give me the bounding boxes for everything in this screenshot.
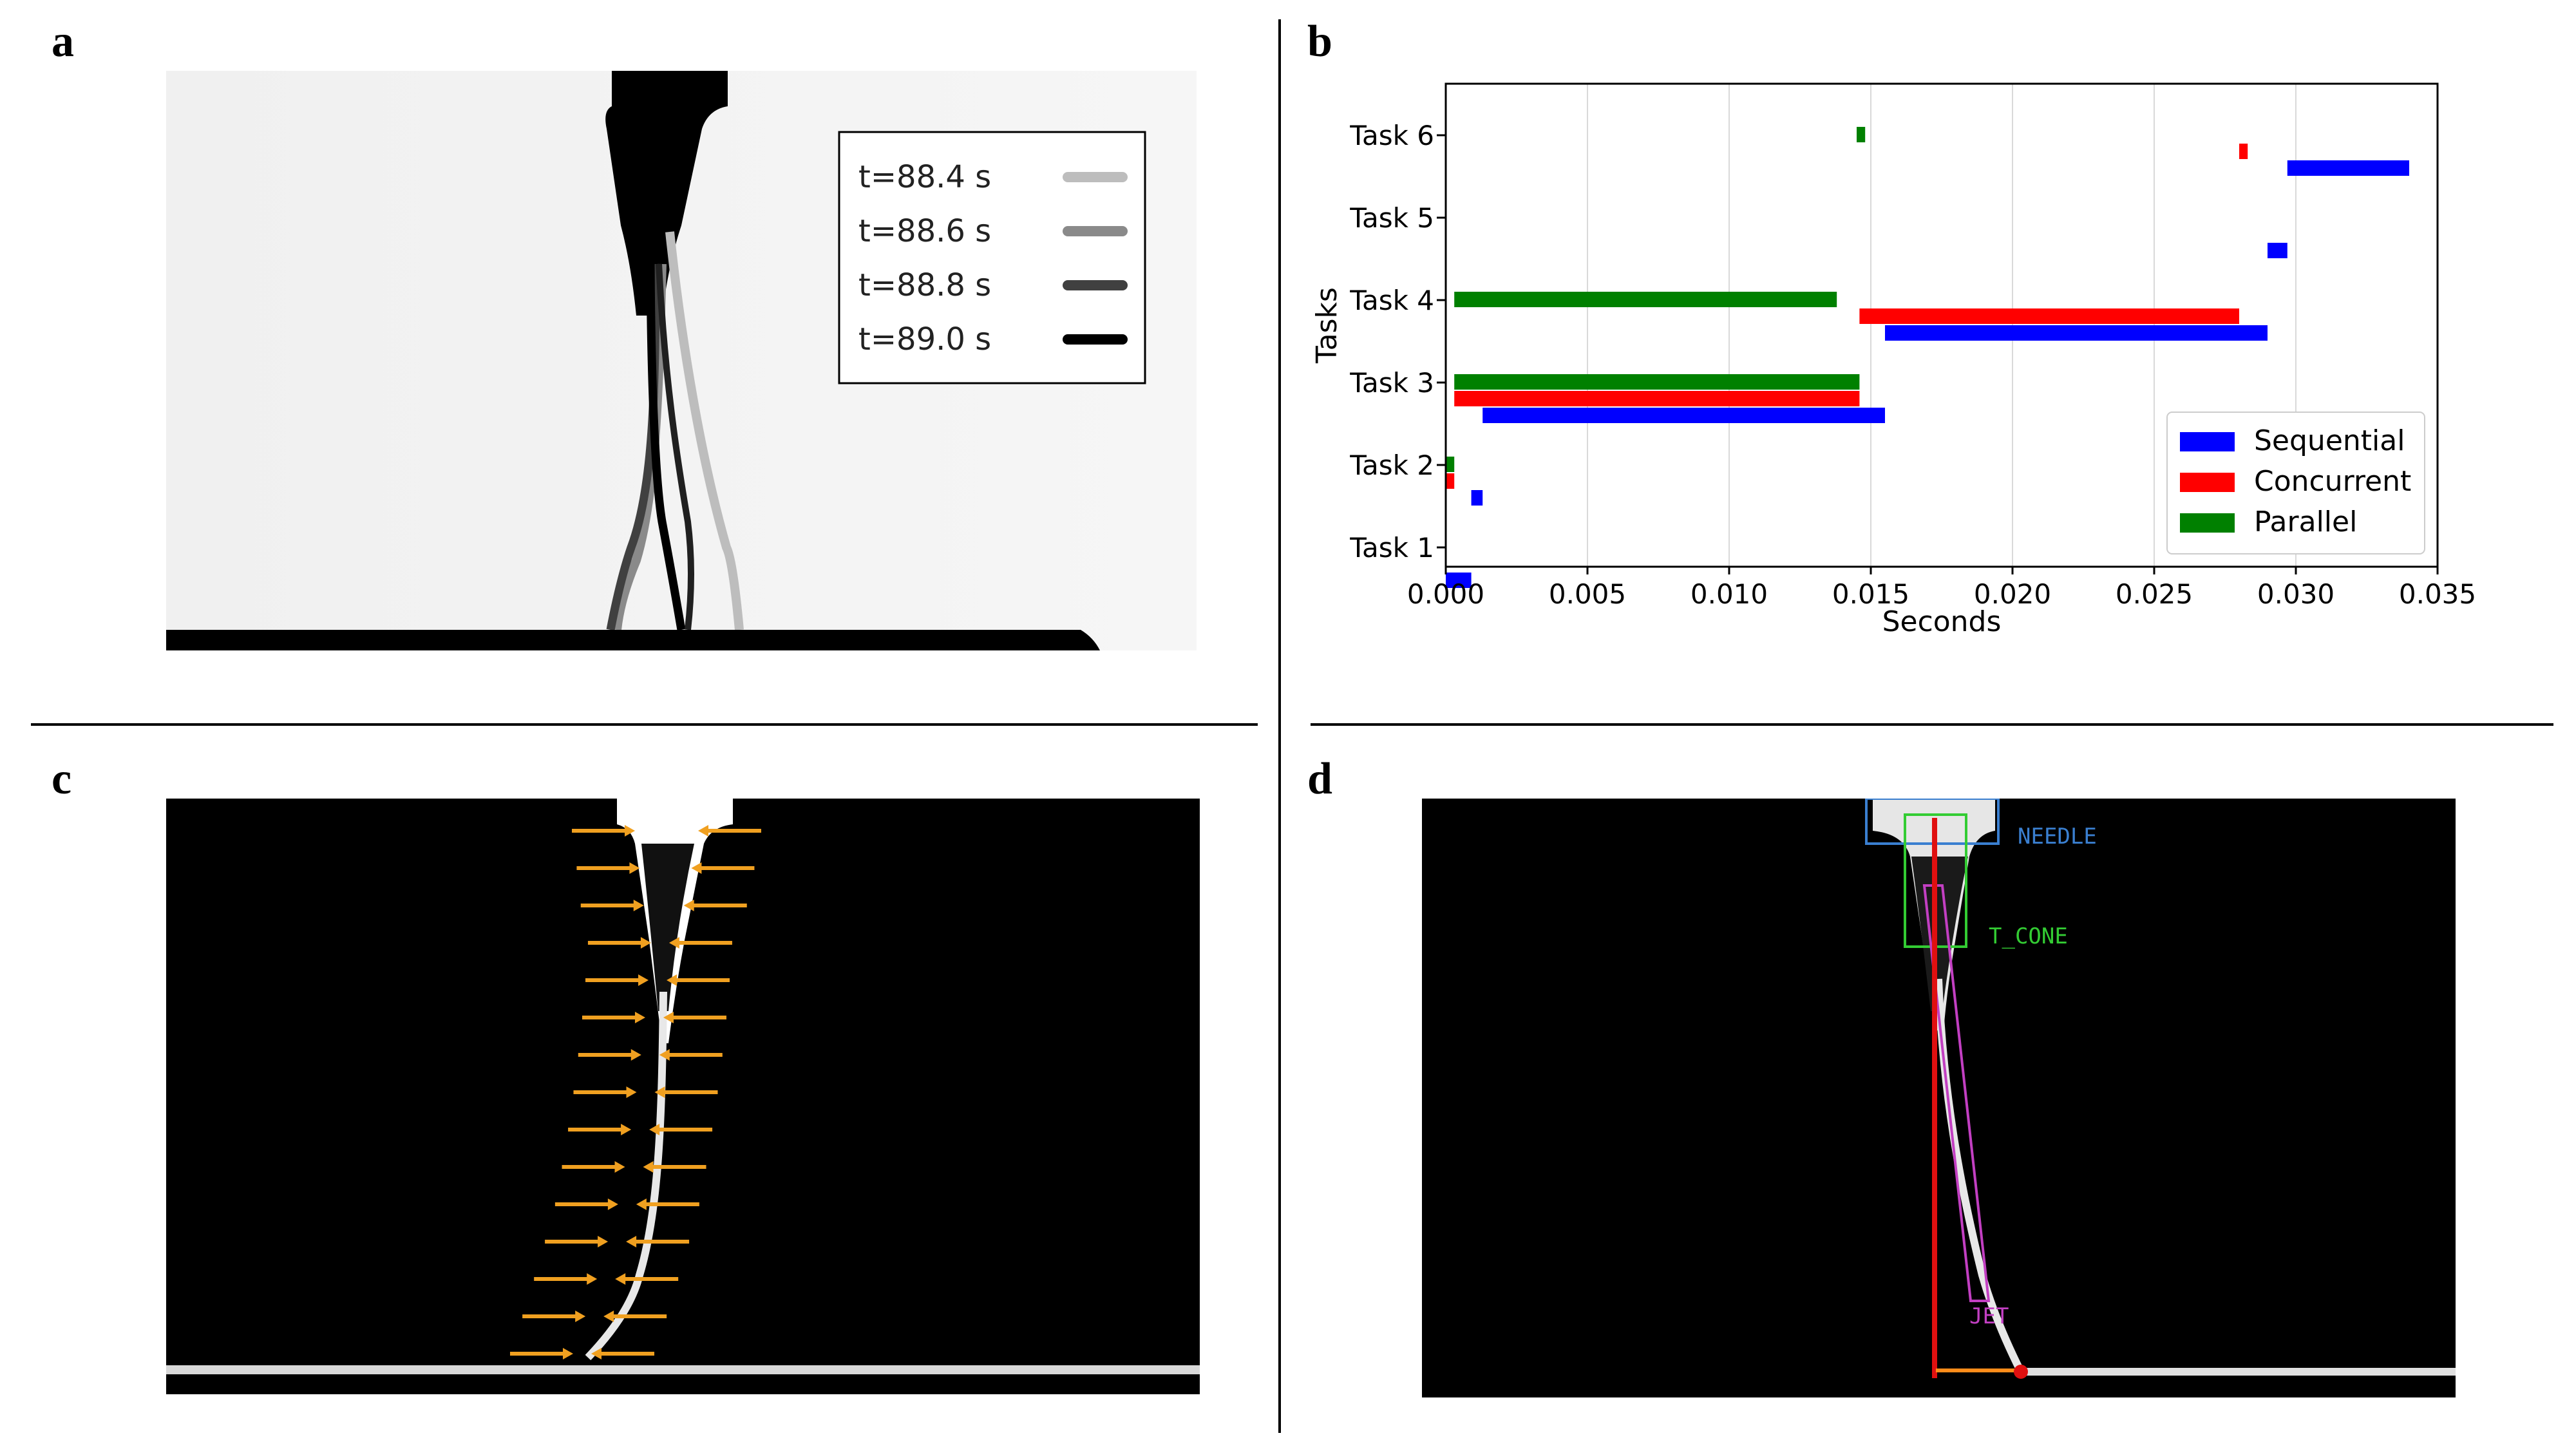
- arrowhead-left: [591, 1348, 601, 1359]
- x-tick-label: 0.035: [2399, 578, 2476, 610]
- plot-frame: [1444, 82, 2439, 568]
- bar-sequential-task-3: [1482, 408, 1885, 423]
- needle-label: NEEDLE: [2018, 824, 2097, 849]
- force-arrows: [510, 825, 761, 1359]
- bar-concurrent-task-6: [2239, 144, 2248, 159]
- legend-b-label: Concurrent: [2254, 465, 2411, 498]
- bar-sequential-task-2: [1471, 490, 1483, 506]
- arrowhead-right: [587, 1273, 598, 1285]
- arrowhead-right: [598, 1236, 609, 1247]
- panel-d-image: NEEDLE T_CONE JET: [1422, 799, 2456, 1397]
- jet-label: JET: [1969, 1303, 2009, 1329]
- arrowhead-right: [638, 974, 649, 986]
- arrowhead-left: [667, 974, 677, 986]
- arrowhead-right: [633, 900, 644, 911]
- arrowhead-left: [615, 1273, 626, 1285]
- x-tick-label: 0.025: [2116, 578, 2193, 610]
- arrowhead-left: [603, 1311, 614, 1322]
- arrowhead-left: [668, 937, 679, 949]
- panel-b-chart: 0.000 0.005 0.010 0.015 0.020 0.025 0.030 0.035…: [1314, 82, 2476, 638]
- y-tick-label: Task 4: [1349, 285, 1434, 316]
- y-tick-label: Task 1: [1349, 532, 1434, 564]
- arrowhead-right: [614, 1161, 625, 1173]
- arrowhead-left: [691, 862, 702, 874]
- legend-a-label: t=88.8 s: [858, 267, 991, 303]
- bar-sequential-task-1: [1446, 573, 1472, 588]
- panel-letter-c: c: [52, 754, 72, 804]
- y-tick-label: Task 5: [1349, 202, 1434, 234]
- arrowhead-right: [629, 862, 640, 874]
- y-tick-label: Task 3: [1349, 367, 1434, 399]
- legend-a-label: t=88.6 s: [858, 213, 991, 249]
- arrowhead-right: [634, 1012, 645, 1023]
- bar-sequential-task-4: [1885, 325, 2268, 341]
- jet-contact-marker: [2014, 1365, 2028, 1379]
- panel-a-image: t=88.4 s t=88.6 s t=88.8 s t=89.0 s: [166, 71, 1197, 650]
- substrate-d: [2021, 1368, 2456, 1376]
- arrowhead-left: [643, 1161, 654, 1173]
- bar-sequential-task-6: [2287, 160, 2409, 176]
- x-tick-label: 0.000: [1407, 578, 1484, 610]
- center-line: [1932, 818, 1937, 1378]
- arrowhead-left: [659, 1049, 670, 1061]
- arrowhead-left: [683, 900, 694, 911]
- legend-b-swatch: [2180, 513, 2235, 533]
- panel-letter-b: b: [1307, 17, 1332, 66]
- arrowhead-right: [607, 1198, 618, 1210]
- bar-concurrent-task-2: [1446, 473, 1455, 489]
- y-axis-label: Tasks: [1314, 287, 1343, 364]
- legend-b-swatch: [2180, 432, 2235, 451]
- bar-concurrent-task-3: [1454, 391, 1860, 406]
- jet-strand-890: [646, 238, 686, 631]
- substrate: [166, 630, 1100, 650]
- horizontal-divider-left: [31, 723, 1258, 726]
- arrowhead-right: [626, 1086, 637, 1098]
- arrowhead-left: [649, 1124, 660, 1135]
- substrate-c: [166, 1365, 1200, 1374]
- legend-b: Sequential Concurrent Parallel: [2166, 412, 2425, 554]
- bar-parallel-task-3: [1454, 374, 1860, 390]
- x-axis-label: Seconds: [1882, 605, 2002, 638]
- jet-strand-886: [612, 263, 667, 630]
- x-tick-label: 0.005: [1549, 578, 1626, 610]
- x-tick-label: 0.015: [1832, 578, 1909, 610]
- arrowhead-left: [626, 1236, 637, 1247]
- panel-letter-a: a: [52, 17, 74, 66]
- arrowhead-right: [575, 1311, 586, 1322]
- vertical-divider: [1278, 19, 1281, 1433]
- t-cone-label: T_CONE: [1989, 923, 2068, 949]
- arrowhead-right: [563, 1348, 573, 1359]
- arrowhead-left: [654, 1086, 665, 1098]
- legend-b-swatch: [2180, 473, 2235, 492]
- legend-a-label: t=88.4 s: [858, 159, 991, 195]
- arrowhead-right: [640, 937, 651, 949]
- legend-a: t=88.4 s t=88.6 s t=88.8 s t=89.0 s: [838, 131, 1146, 384]
- x-tick-label: 0.010: [1690, 578, 1768, 610]
- arrowhead-left: [663, 1012, 674, 1023]
- y-tick-label: Task 2: [1349, 450, 1434, 481]
- arrowhead-right: [630, 1049, 641, 1061]
- bar-parallel-task-4: [1454, 292, 1837, 307]
- jet-strand-884: [665, 231, 744, 630]
- panel-letter-d: d: [1307, 754, 1332, 804]
- bar-concurrent-task-4: [1859, 308, 2239, 324]
- bar-sequential-task-5: [2268, 243, 2287, 258]
- bar-parallel-task-6: [1857, 127, 1866, 142]
- arrowhead-left: [698, 825, 708, 837]
- legend-a-label: t=89.0 s: [858, 321, 991, 357]
- bar-parallel-task-2: [1446, 457, 1455, 472]
- horizontal-divider-right: [1311, 723, 2553, 726]
- arrowhead-right: [621, 1124, 632, 1135]
- x-tick-label: 0.030: [2257, 578, 2334, 610]
- legend-b-label: Parallel: [2254, 506, 2357, 538]
- y-tick-label: Task 6: [1349, 120, 1434, 151]
- legend-b-label: Sequential: [2254, 424, 2405, 457]
- arrowhead-right: [625, 825, 635, 837]
- needle-shape: [605, 71, 728, 316]
- x-tick-label: 0.020: [1974, 578, 2051, 610]
- panel-c-image: [166, 799, 1200, 1394]
- arrowhead-left: [636, 1198, 647, 1210]
